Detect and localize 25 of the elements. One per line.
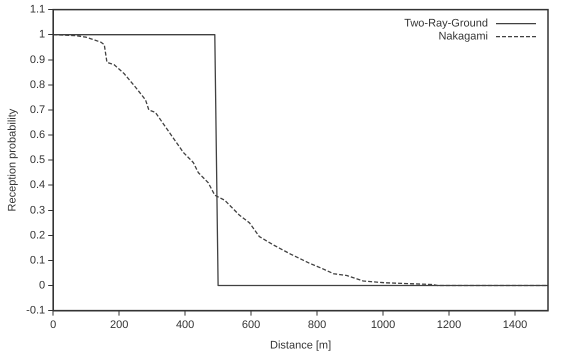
x-tick-label: 1400 xyxy=(502,319,528,332)
y-tick-label: 0.1 xyxy=(30,254,46,266)
y-tick-label: 0.6 xyxy=(30,129,46,142)
x-tick-label: 1000 xyxy=(370,319,396,332)
x-tick-label: 400 xyxy=(176,319,194,332)
y-tick-label: 0.4 xyxy=(30,179,46,192)
x-tick-label: 800 xyxy=(308,319,326,332)
legend-label: Nakagami xyxy=(438,30,488,43)
y-tick-label: 0.5 xyxy=(30,154,46,166)
y-tick-label: 0.3 xyxy=(30,204,46,216)
y-tick-label: 1 xyxy=(39,28,46,41)
y-tick-label: 0.9 xyxy=(30,54,46,66)
legend-label: Two-Ray-Ground xyxy=(404,18,488,30)
y-tick-label: 0.7 xyxy=(30,104,46,116)
y-tick-label: -0.1 xyxy=(26,304,46,317)
y-tick-label: 0 xyxy=(39,280,46,292)
y-tick-label: 0.2 xyxy=(30,229,46,242)
x-axis-title: Distance [m] xyxy=(270,339,332,352)
y-tick-label: 1.1 xyxy=(30,4,46,16)
y-tick-label: 0.8 xyxy=(30,78,46,91)
x-tick-label: 0 xyxy=(50,319,56,332)
x-tick-label: 600 xyxy=(242,319,260,332)
x-tick-label: 1200 xyxy=(436,319,462,332)
x-tick-label: 200 xyxy=(110,319,128,332)
y-axis-title: Reception probability xyxy=(6,108,19,212)
